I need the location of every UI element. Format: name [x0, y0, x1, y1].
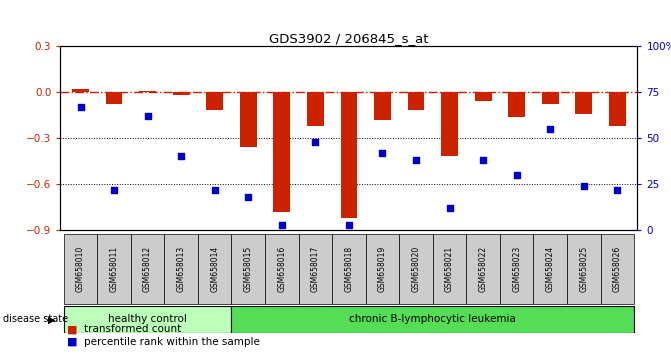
Text: GSM658023: GSM658023 — [512, 246, 521, 292]
Text: GSM658025: GSM658025 — [579, 246, 588, 292]
Bar — [164, 234, 198, 304]
Point — [243, 194, 254, 200]
Point — [176, 154, 187, 159]
Point — [545, 126, 556, 132]
Text: GSM658022: GSM658022 — [478, 246, 488, 292]
Text: GSM658018: GSM658018 — [344, 246, 354, 292]
Point — [612, 187, 623, 193]
Text: percentile rank within the sample: percentile rank within the sample — [84, 337, 260, 347]
Text: GSM658017: GSM658017 — [311, 246, 320, 292]
Bar — [508, 92, 525, 116]
Text: GSM658013: GSM658013 — [176, 246, 186, 292]
Point — [276, 222, 287, 227]
Text: GSM658012: GSM658012 — [143, 246, 152, 292]
Bar — [72, 89, 89, 92]
Bar — [399, 234, 433, 304]
Text: disease state: disease state — [3, 314, 68, 325]
Bar — [441, 92, 458, 156]
Point — [411, 157, 421, 163]
Bar — [575, 92, 592, 114]
Point — [142, 113, 153, 119]
Bar — [541, 92, 558, 104]
Bar — [307, 92, 323, 126]
Bar — [231, 234, 265, 304]
Point — [109, 187, 119, 193]
Text: ■: ■ — [67, 337, 78, 347]
Title: GDS3902 / 206845_s_at: GDS3902 / 206845_s_at — [269, 32, 429, 45]
Bar — [567, 234, 601, 304]
Bar — [609, 92, 625, 126]
Bar — [206, 92, 223, 110]
Bar — [131, 234, 164, 304]
Bar — [64, 234, 97, 304]
Bar — [140, 91, 156, 92]
Point — [310, 139, 321, 144]
Text: healthy control: healthy control — [108, 314, 187, 325]
Text: GSM658010: GSM658010 — [76, 246, 85, 292]
Bar — [407, 92, 424, 110]
Bar — [64, 306, 231, 333]
Point — [478, 157, 488, 163]
Bar — [374, 92, 391, 120]
Text: transformed count: transformed count — [84, 324, 181, 334]
Text: chronic B-lymphocytic leukemia: chronic B-lymphocytic leukemia — [350, 314, 516, 325]
Bar — [500, 234, 533, 304]
Point — [377, 150, 388, 156]
Text: GSM658026: GSM658026 — [613, 246, 622, 292]
Text: ■: ■ — [67, 324, 78, 334]
Bar — [231, 306, 634, 333]
Text: GSM658014: GSM658014 — [210, 246, 219, 292]
Bar — [332, 234, 366, 304]
Bar — [240, 92, 256, 147]
Text: GSM658015: GSM658015 — [244, 246, 253, 292]
Text: GSM658016: GSM658016 — [277, 246, 287, 292]
Text: GSM658019: GSM658019 — [378, 246, 387, 292]
Text: ▶: ▶ — [48, 314, 56, 325]
Point — [511, 172, 522, 178]
Text: GSM658024: GSM658024 — [546, 246, 555, 292]
Bar — [105, 92, 122, 104]
Bar — [273, 92, 290, 212]
Text: GSM658011: GSM658011 — [109, 246, 119, 292]
Bar — [265, 234, 299, 304]
Bar — [340, 92, 357, 218]
Bar — [299, 234, 332, 304]
Point — [578, 183, 589, 189]
Point — [344, 222, 354, 227]
Text: GSM658021: GSM658021 — [445, 246, 454, 292]
Bar — [172, 92, 189, 95]
Point — [444, 205, 455, 211]
Text: GSM658020: GSM658020 — [411, 246, 421, 292]
Bar — [97, 234, 131, 304]
Bar — [533, 234, 567, 304]
Point — [209, 187, 220, 193]
Bar — [433, 234, 466, 304]
Bar — [466, 234, 500, 304]
Bar — [474, 92, 491, 101]
Bar — [198, 234, 231, 304]
Point — [75, 104, 86, 110]
Bar — [366, 234, 399, 304]
Bar — [601, 234, 634, 304]
